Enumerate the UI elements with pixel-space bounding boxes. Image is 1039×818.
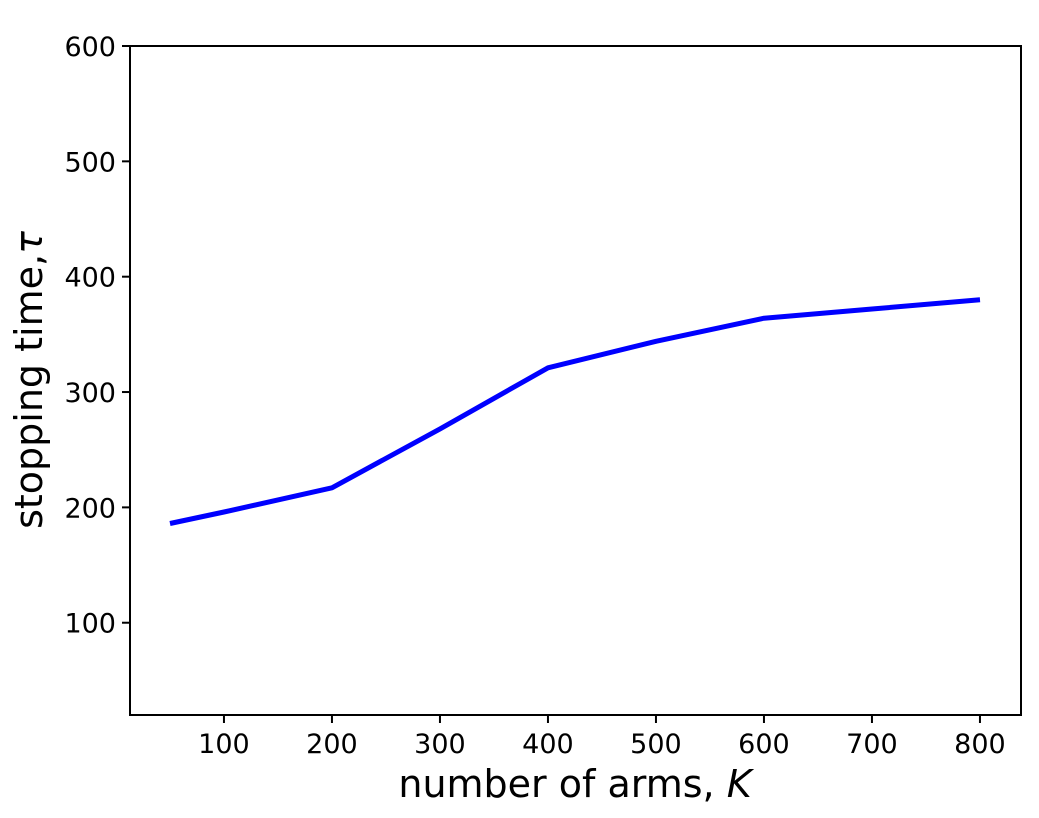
x-axis-symbol: K bbox=[727, 762, 755, 806]
x-tick-label: 500 bbox=[630, 729, 682, 760]
plot-area bbox=[169, 297, 981, 526]
y-tick-label: 100 bbox=[64, 609, 116, 640]
y-tick-label: 600 bbox=[64, 32, 116, 63]
x-tick-label: 200 bbox=[306, 729, 358, 760]
y-tick-label: 300 bbox=[64, 378, 116, 409]
axes-frame bbox=[129, 45, 1022, 716]
x-tick-label: 600 bbox=[738, 729, 790, 760]
x-tick-label: 400 bbox=[522, 729, 574, 760]
x-tick-label: 700 bbox=[846, 729, 898, 760]
x-tick-label: 300 bbox=[414, 729, 466, 760]
x-axis: 100 200 300 400 500 600 700 800 bbox=[198, 715, 1006, 760]
y-axis: 100 200 300 400 500 600 bbox=[64, 32, 130, 640]
y-tick-label: 400 bbox=[64, 263, 116, 294]
series-line-0 bbox=[169, 297, 981, 526]
y-axis-label: stopping time,τ bbox=[7, 230, 51, 529]
x-tick-label: 100 bbox=[198, 729, 250, 760]
y-tick-label: 200 bbox=[64, 493, 116, 524]
y-axis-symbol: τ bbox=[7, 230, 51, 254]
x-tick-label: 800 bbox=[954, 729, 1006, 760]
x-axis-label: number of arms, K bbox=[398, 762, 754, 806]
y-tick-label: 500 bbox=[64, 147, 116, 178]
